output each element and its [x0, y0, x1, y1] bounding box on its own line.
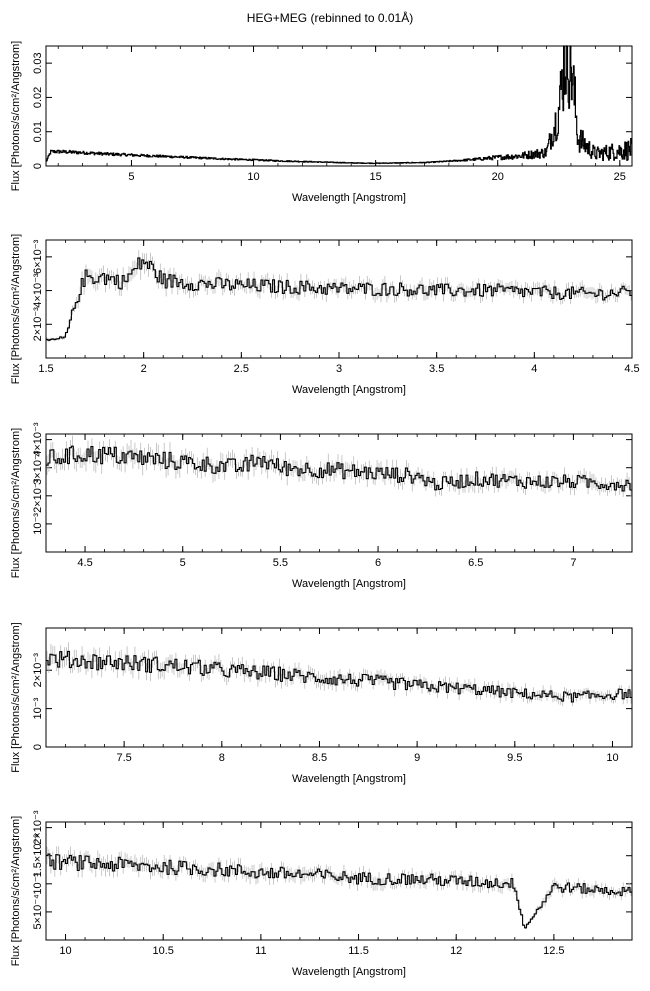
plot-frame [45, 433, 633, 553]
y-tick-label: 6×10⁻³ [32, 239, 44, 274]
x-axis-label: Wavelength [Angstrom] [292, 384, 406, 396]
x-tick-label: 7 [570, 557, 576, 569]
y-tick-label: 10⁻³ [32, 513, 44, 535]
panel-4: 7.5 8 8.5 9 9.5 10 0 10⁻³ 2×10⁻³ Wavelength [Angs… [10, 622, 633, 785]
x-tick-label: 6 [375, 557, 381, 569]
y-axis-label: Flux [Photons/s/cm²/Angstrom] [10, 41, 22, 191]
x-tick-label: 4.5 [624, 363, 639, 375]
x-axis-label: Wavelength [Angstrom] [292, 192, 406, 204]
x-tick-label: 15 [370, 171, 382, 183]
y-axis-label: Flux [Photons/s/cm²/Angstrom] [10, 816, 22, 966]
y-tick-label: 3×10⁻³ [32, 450, 44, 485]
plot-frame [45, 45, 633, 167]
x-axis-label: Wavelength [Angstrom] [292, 578, 406, 590]
x-tick-label: 9.5 [507, 752, 522, 764]
error-bars [46, 250, 632, 343]
plot-frame [45, 239, 633, 359]
panel-3: 4.5 5 5.5 6 6.5 7 10⁻³2×10⁻³3×10⁻³4×10⁻³ Wavele… [10, 422, 633, 590]
spectrum-line [46, 445, 632, 492]
plot-frame [45, 627, 633, 748]
x-tick-label: 7.5 [116, 752, 131, 764]
spectrum-line [46, 45, 632, 165]
y-tick-label: 2×10⁻³ [32, 810, 44, 845]
x-tick-label: 2 [141, 363, 147, 375]
x-tick-label: 10 [59, 945, 71, 957]
spectrum-line [46, 650, 632, 703]
x-tick-label: 20 [492, 171, 504, 183]
error-bars [46, 642, 632, 707]
y-axis-label: Flux [Photons/s/cm²/Angstrom] [10, 622, 22, 772]
panel-2: 1.5 2 2.5 3 3.5 4 4.5 2×10⁻³4×10⁻³6×10⁻³ Wavelen… [10, 234, 640, 396]
x-tick-label: 5 [180, 557, 186, 569]
x-tick-label: 3 [336, 363, 342, 375]
x-tick-label: 5.5 [273, 557, 288, 569]
x-tick-label: 2.5 [234, 363, 249, 375]
panel-1: 5 10 15 20 25 0 0.01 0.02 0.03 Wavelength [Angstr… [10, 41, 633, 204]
x-tick-label: 4 [531, 363, 537, 375]
x-tick-label: 10.5 [152, 945, 173, 957]
x-tick-label: 11.5 [348, 945, 369, 957]
x-tick-label: 1.5 [38, 363, 53, 375]
y-axis-label: Flux [Photons/s/cm²/Angstrom] [10, 428, 22, 578]
y-axis-label: Flux [Photons/s/cm²/Angstrom] [10, 234, 22, 384]
x-tick-label: 10 [606, 752, 618, 764]
x-tick-label: 3.5 [429, 363, 444, 375]
y-tick-label: 0.03 [32, 52, 44, 73]
spectrum-line [46, 853, 632, 929]
x-tick-label: 11 [255, 945, 266, 957]
plot-frame [45, 821, 633, 941]
x-tick-label: 10 [247, 171, 259, 183]
x-tick-label: 12 [450, 945, 462, 957]
x-tick-label: 9 [414, 752, 420, 764]
x-tick-label: 5 [128, 171, 134, 183]
y-tick-label: 2×10⁻³ [32, 307, 44, 342]
y-tick-label: 0 [32, 744, 44, 750]
y-tick-label: 10⁻³ [32, 873, 44, 895]
x-axis-label: Wavelength [Angstrom] [292, 966, 406, 978]
x-tick-label: 4.5 [77, 557, 92, 569]
figure-title: HEG+MEG (rebinned to 0.01Å) [247, 10, 413, 25]
x-tick-label: 6.5 [468, 557, 483, 569]
y-tick-label: 0 [32, 163, 44, 169]
spectrum-line [46, 257, 632, 341]
y-tick-label: 4×10⁻³ [32, 273, 44, 308]
x-axis-label: Wavelength [Angstrom] [292, 773, 406, 785]
y-tick-label: 5×10⁻⁴ [32, 894, 44, 930]
y-tick-label: 10⁻³ [32, 697, 44, 719]
x-tick-label: 12.5 [543, 945, 564, 957]
y-tick-label: 2×10⁻³ [32, 653, 44, 688]
y-tick-label: 2×10⁻³ [32, 478, 44, 513]
x-tick-label: 8 [219, 752, 225, 764]
y-tick-label: 0.01 [32, 121, 44, 142]
y-tick-label: 0.02 [32, 87, 44, 108]
error-bars [46, 846, 632, 929]
y-tick-label: 1.5×10⁻³ [32, 834, 44, 878]
y-tick-label: 4×10⁻³ [32, 422, 44, 457]
panel-5: 10 10.5 11 11.5 12 12.5 5×10⁻⁴10⁻³1.5×10⁻³2×10… [10, 810, 633, 978]
x-tick-label: 25 [614, 171, 626, 183]
x-tick-label: 8.5 [312, 752, 327, 764]
